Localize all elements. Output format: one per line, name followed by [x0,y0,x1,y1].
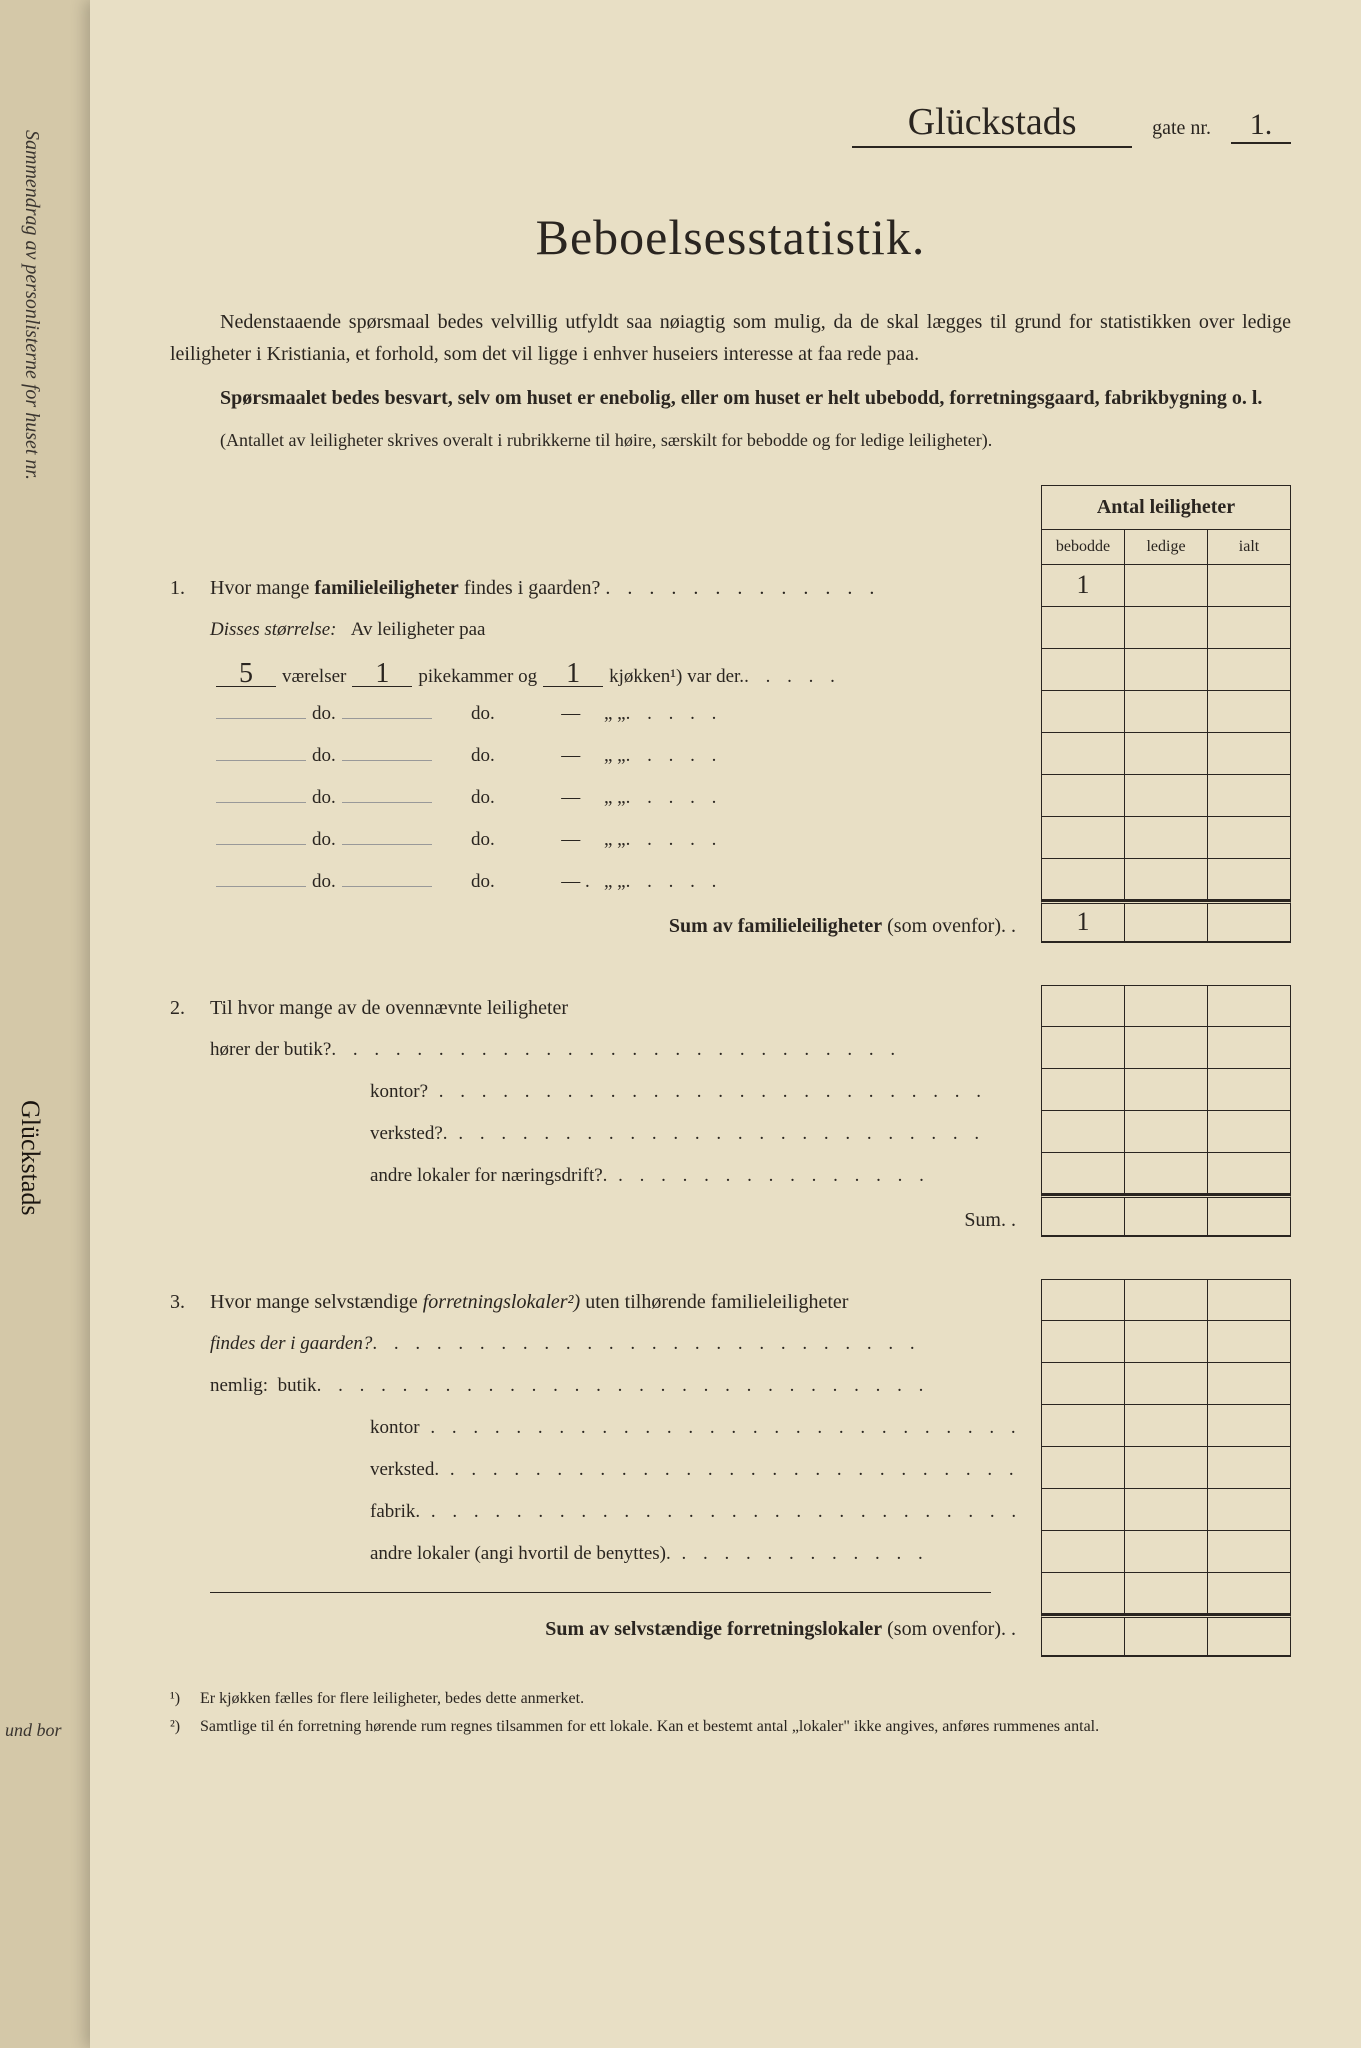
footnotes: ¹) Er kjøkken fælles for flere leilighet… [170,1687,1291,1739]
header-line: Glückstads gate nr. 1. [170,100,1291,148]
q1-do-line: do. do. — „ „ . . . . . [170,779,1031,821]
q3-butik: nemlig: butik . . . . . . . . . . . . . … [170,1367,1031,1409]
table-header-title: Antal leiligheter [1042,486,1290,530]
intro-paragraph-2: Spørsmaalet bedes besvart, selv om huset… [170,382,1291,414]
street-name-field: Glückstads [852,100,1132,148]
intro-paragraph-3: (Antallet av leiligheter skrives overalt… [170,426,1291,455]
q2-butik: hører der butik? . . . . . . . . . . . .… [170,1031,1031,1073]
cell-bebodde: 1 [1042,565,1125,606]
question-2: 2. Til hvor mange av de ovennævnte leili… [170,989,1031,1031]
spine-und-bor: und bor [5,1720,62,1741]
document-page: Glückstads gate nr. 1. Beboelsesstatisti… [90,0,1361,2048]
table-row-sum: 1 [1041,901,1291,943]
footnote-1: ¹) Er kjøkken fælles for flere leilighet… [170,1687,1291,1711]
table-row [1041,1279,1291,1321]
q2-sum: Sum. . [170,1199,1031,1241]
spine-summary-text: Sammendrag av personlisterne for huset n… [20,130,43,1030]
table-row [1041,1405,1291,1447]
cell-ledige [1125,565,1208,606]
q2-number: 2. [170,997,210,1020]
table-row-sum [1041,1195,1291,1237]
table-row [1041,607,1291,649]
q1-text-a: Hvor mange [210,577,314,599]
spine-handwritten-street: Glückstads [15,1100,45,1216]
q2-andre: andre lokaler for næringsdrift?. . . . .… [170,1157,1031,1199]
q1-do-line: do. do. — „ „ . . . . . [170,695,1031,737]
footnote-2: ²) Samtlige til én forretning hørende ru… [170,1715,1291,1739]
q3-number: 3. [170,1291,210,1314]
intro-paragraph-1: Nedenstaaende spørsmaal bedes velvillig … [170,306,1291,370]
q1-do-line: do. do. — „ „ . . . . . [170,821,1031,863]
table-row [1041,859,1291,901]
table-row [1041,1447,1291,1489]
table-row [1041,1363,1291,1405]
q2-kontor: kontor? . . . . . . . . . . . . . . . . … [170,1073,1031,1115]
questions-column: 1. Hvor mange familieleiligheter findes … [170,485,1041,1657]
q3-andre: andre lokaler (angi hvortil de benyttes)… [170,1535,1031,1577]
table-row [1041,817,1291,859]
q1-do-line: do. do. — . „ „ . . . . . [170,863,1031,905]
table-row-sum [1041,1615,1291,1657]
gate-label: gate nr. [1152,117,1211,140]
pikekammer-value: 1 [352,661,412,687]
q3-kontor: kontor . . . . . . . . . . . . . . . . .… [170,1409,1031,1451]
cell-ialt [1208,565,1290,606]
question-1: 1. Hvor mange familieleiligheter findes … [170,569,1031,611]
q3-verksted: verksted. . . . . . . . . . . . . . . . … [170,1451,1031,1493]
question-3: 3. Hvor mange selvstændige forretningslo… [170,1283,1031,1325]
table-row [1041,1531,1291,1573]
q1-text-c: findes i gaarden? [459,577,601,599]
kjokken-value: 1 [543,661,603,687]
cell-sum-bebodde: 1 [1042,904,1125,941]
table-row [1041,691,1291,733]
page-title: Beboelsesstatistik. [170,208,1291,266]
table-column: Antal leiligheter bebodde ledige ialt 1 [1041,485,1291,1657]
table-row [1041,1573,1291,1615]
table-row [1041,733,1291,775]
q3-sum: Sum av selvstændige forretningslokaler (… [170,1608,1031,1650]
q1-room-line-1: 5 værelser 1 pikekammer og 1 kjøkken¹) v… [170,653,1031,695]
table-row: 1 [1041,565,1291,607]
table-row [1041,1027,1291,1069]
table-row [1041,775,1291,817]
table-row [1041,1111,1291,1153]
q1-disses: Disses størrelse: Av leiligheter paa [170,611,1031,653]
q1-number: 1. [170,577,210,600]
table-row [1041,1153,1291,1195]
table-row [1041,649,1291,691]
q3-findes: findes der i gaarden? . . . . . . . . . … [170,1325,1031,1367]
col-ialt: ialt [1208,530,1290,564]
table-row [1041,1321,1291,1363]
table-row [1041,1069,1291,1111]
q1-do-line: do. do. — „ „ . . . . . [170,737,1031,779]
content-area: 1. Hvor mange familieleiligheter findes … [170,485,1291,1657]
q1-text-b: familieleiligheter [314,577,458,599]
vaerelser-value: 5 [216,661,276,687]
col-bebodde: bebodde [1042,530,1125,564]
q3-fabrik: fabrik. . . . . . . . . . . . . . . . . … [170,1493,1031,1535]
table-header: Antal leiligheter bebodde ledige ialt [1041,485,1291,565]
table-row [1041,985,1291,1027]
table-row [1041,1489,1291,1531]
col-ledige: ledige [1125,530,1208,564]
gate-number-field: 1. [1231,108,1291,144]
q1-sum: Sum av familieleiligheter (som ovenfor).… [170,905,1031,947]
q2-verksted: verksted?. . . . . . . . . . . . . . . .… [170,1115,1031,1157]
